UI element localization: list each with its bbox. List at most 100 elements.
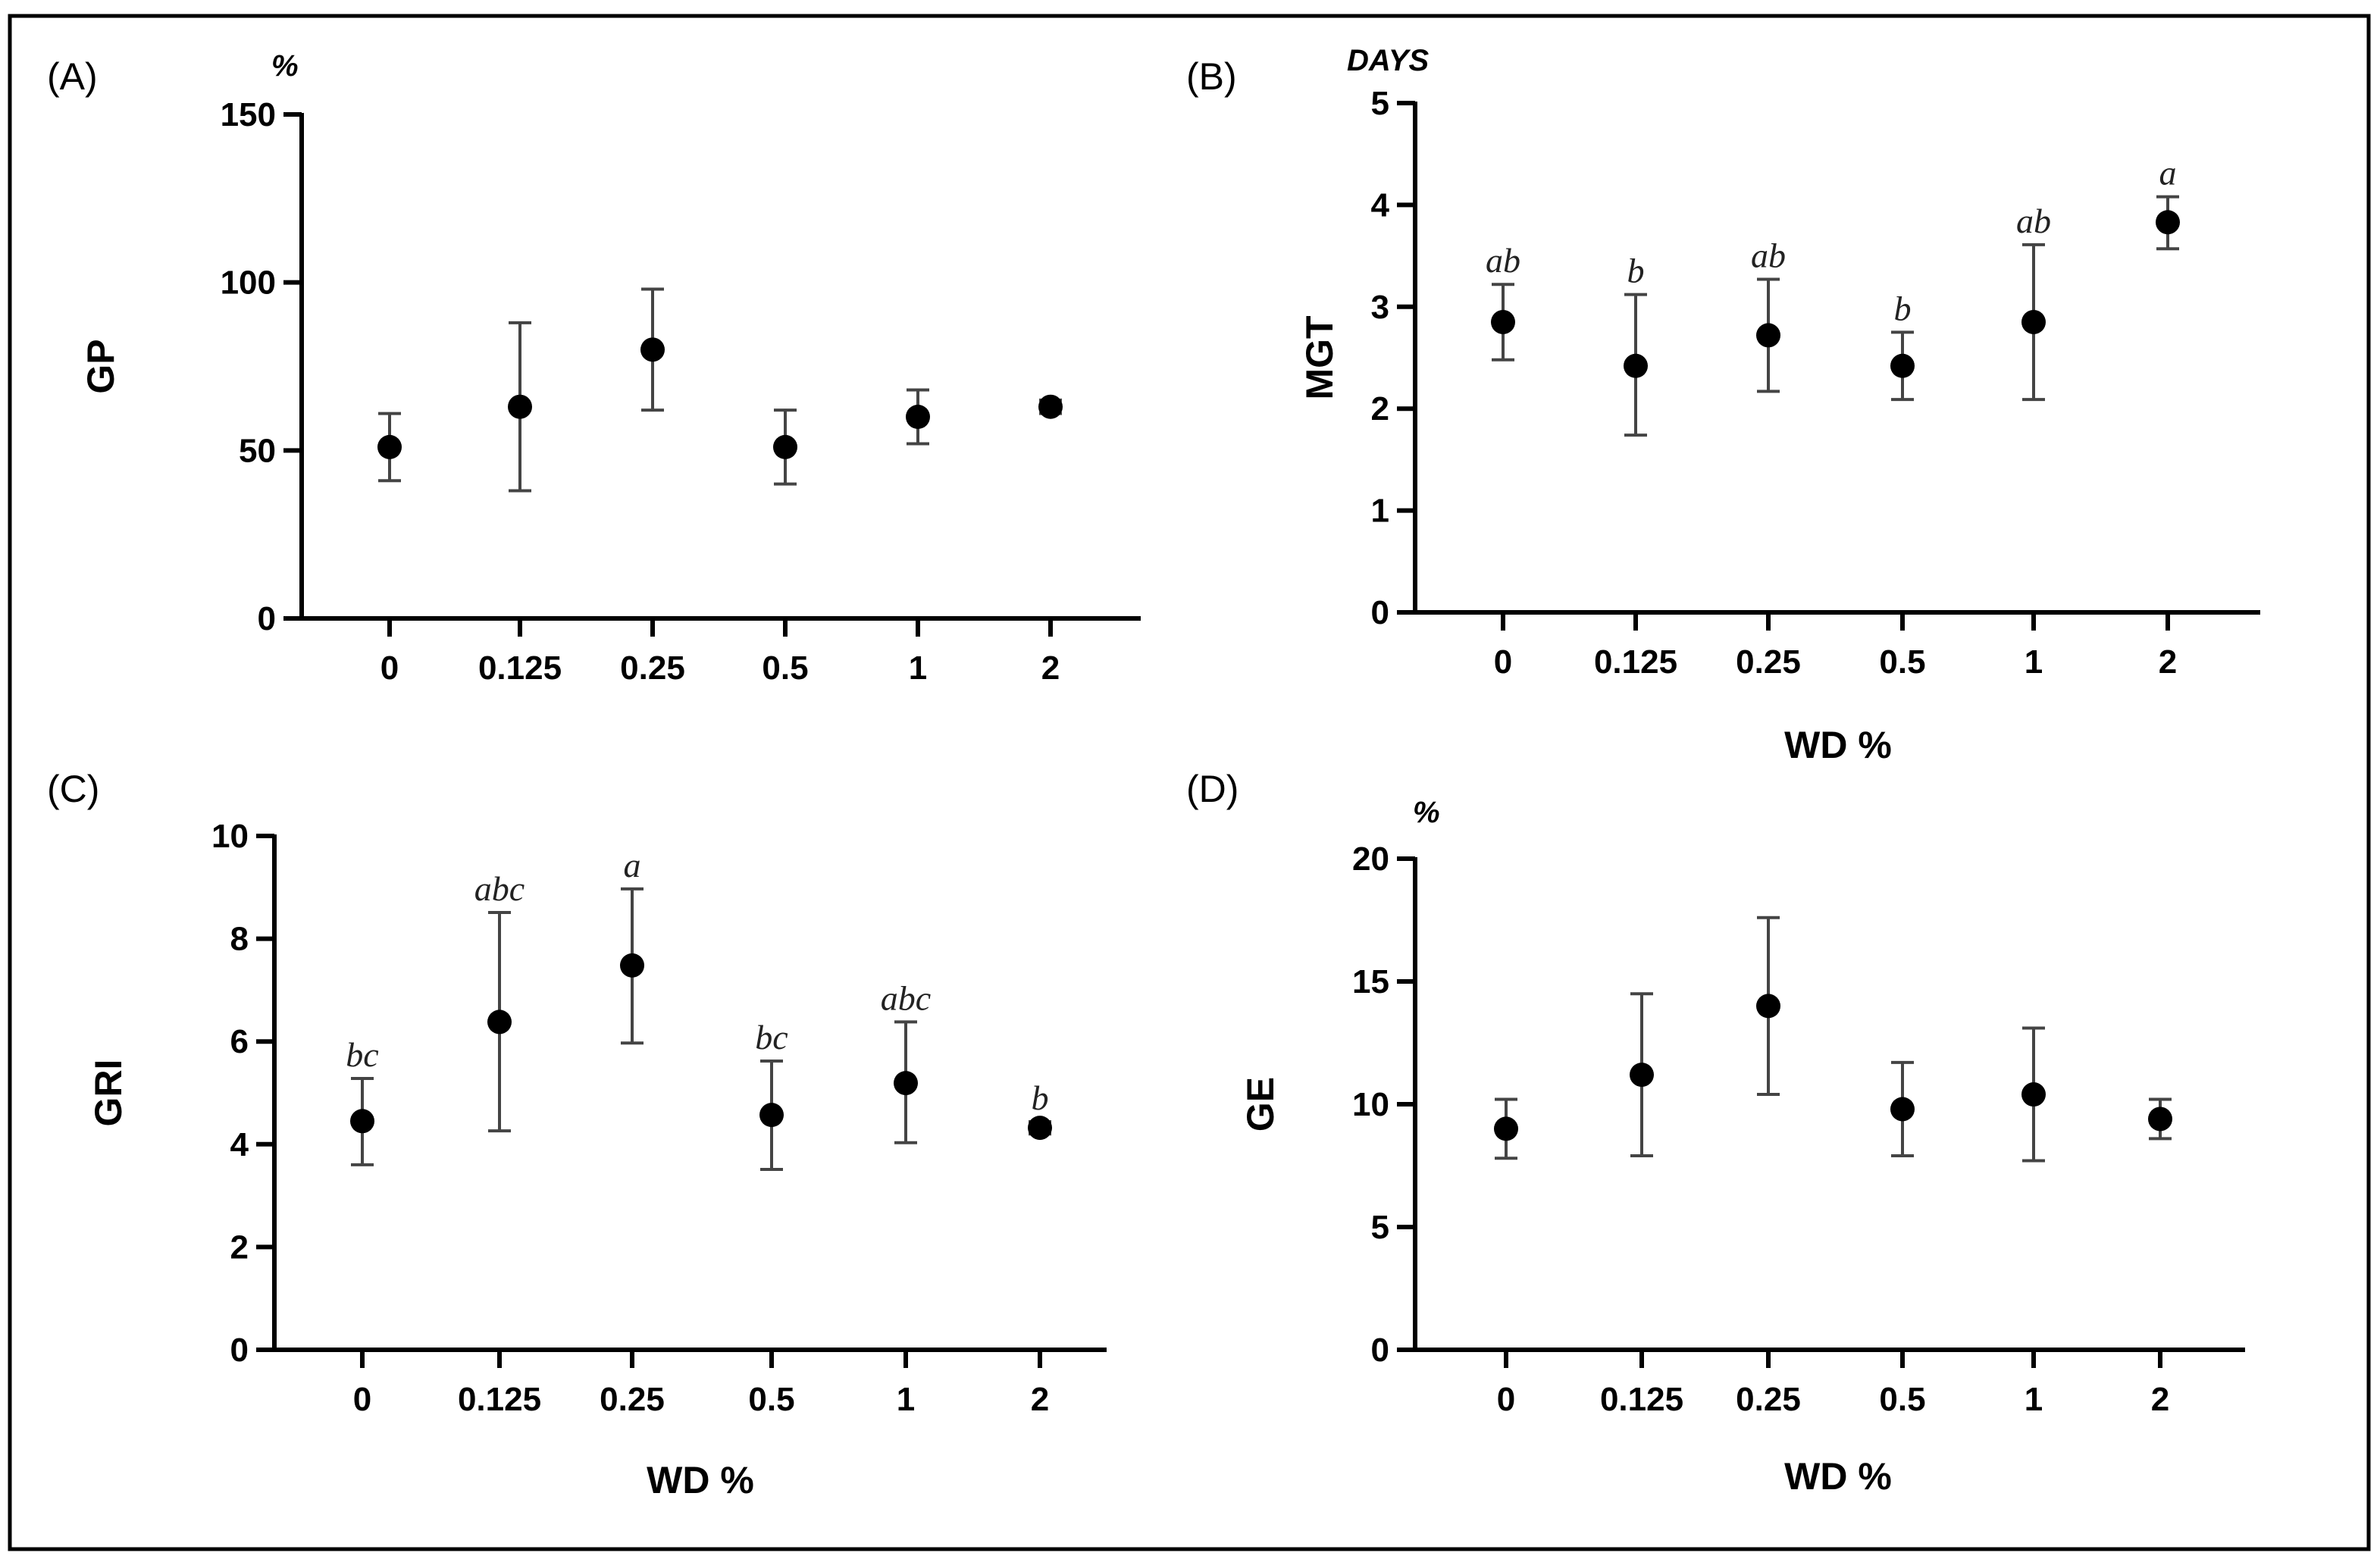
data-point — [1756, 994, 1780, 1019]
data-point — [508, 394, 532, 419]
y-tick-label: 2 — [230, 1229, 249, 1266]
y-tick-label: 150 — [221, 96, 276, 133]
data-point — [487, 1010, 512, 1035]
x-tick-label: 0 — [1494, 643, 1512, 681]
x-tick-label: 0.5 — [748, 1381, 794, 1418]
x-tick-label: 0 — [1497, 1381, 1515, 1418]
x-tick-label: 2 — [2159, 643, 2177, 681]
x-tick-label: 0.5 — [762, 650, 808, 687]
data-point — [377, 434, 402, 459]
data-point — [2156, 210, 2180, 235]
panel-a: (A) % 0 50 100 150 0 0.125 0.25 0.5 1 2 GP — [47, 49, 1141, 687]
y-tick-label: 100 — [221, 265, 276, 302]
y-tick-label: 5 — [1371, 85, 1389, 122]
unit-label: DAYS — [1347, 44, 1429, 77]
data-point — [2021, 1082, 2046, 1107]
x-tick-label: 0 — [353, 1381, 371, 1418]
data-point — [1890, 353, 1915, 378]
y-tick-label: 0 — [1371, 594, 1389, 631]
significance-label: b — [1032, 1078, 1049, 1117]
x-tick-label: 0.25 — [620, 650, 685, 687]
significance-label: ab — [2016, 202, 2051, 240]
figure-border — [8, 14, 2371, 1551]
x-tick-label: 0.125 — [458, 1381, 541, 1418]
data-point — [894, 1071, 918, 1096]
significance-label: bc — [346, 1035, 378, 1074]
y-tick-label: 0 — [230, 1332, 249, 1369]
data-point — [906, 405, 930, 429]
y-tick-label: 3 — [1371, 289, 1389, 326]
data-point — [1038, 394, 1063, 419]
data-point — [620, 953, 644, 978]
x-tick-label: 0.125 — [1594, 643, 1677, 681]
data-point — [1491, 309, 1515, 334]
y-tick-label: 15 — [1352, 963, 1389, 1000]
data-point — [1630, 1063, 1654, 1088]
significance-label: abc — [474, 869, 525, 908]
y-tick-label: 20 — [1352, 840, 1389, 878]
x-tick-label: 1 — [2025, 1381, 2043, 1418]
data-point — [773, 434, 797, 459]
significance-label: ab — [1751, 236, 1786, 275]
y-tick-label: 1 — [1371, 493, 1389, 530]
x-tick-label: 2 — [2151, 1381, 2169, 1418]
x-tick-label: 1 — [897, 1381, 915, 1418]
data-point — [2148, 1107, 2172, 1132]
y-tick-label: 5 — [1371, 1209, 1389, 1246]
data-point — [1756, 323, 1780, 348]
y-tick-label: 4 — [230, 1126, 249, 1163]
significance-label: bc — [755, 1018, 788, 1056]
panel-label: (A) — [47, 55, 98, 98]
x-tick-label: 0.25 — [600, 1381, 665, 1418]
y-tick-label: 10 — [211, 818, 249, 855]
y-tick-label: 0 — [1371, 1332, 1389, 1369]
y-axis-title: MGT — [1298, 315, 1341, 399]
data-point — [1494, 1116, 1518, 1141]
data-point — [1890, 1097, 1915, 1122]
x-axis-title: WD % — [1784, 724, 1892, 766]
data-point — [350, 1109, 374, 1134]
y-tick-label: 50 — [239, 432, 276, 469]
y-tick-label: 6 — [230, 1023, 249, 1060]
y-tick-label: 10 — [1352, 1086, 1389, 1123]
data-point — [2021, 309, 2046, 334]
x-tick-label: 0 — [380, 650, 399, 687]
x-tick-label: 0.5 — [1879, 643, 1925, 681]
y-axis-title: GP — [80, 339, 122, 393]
y-tick-label: 2 — [1371, 390, 1389, 427]
x-tick-label: 2 — [1031, 1381, 1049, 1418]
panel-label: (B) — [1186, 55, 1237, 98]
data-point — [1624, 353, 1648, 378]
significance-label: ab — [1486, 241, 1520, 280]
significance-label: b — [1627, 252, 1645, 290]
panel-d: (D)% 0 5 10 15 20 0 0.125 0.25 0.5 1 2 GE WD % — [1186, 768, 2245, 1498]
unit-label: % — [1413, 796, 1440, 829]
y-axis-title: GE — [1239, 1077, 1282, 1132]
x-tick-label: 0.5 — [1879, 1381, 1925, 1418]
x-tick-label: 0.25 — [1736, 1381, 1801, 1418]
y-tick-label: 0 — [258, 600, 276, 637]
x-axis-title: WD % — [1784, 1455, 1892, 1498]
panel-label: (D) — [1186, 768, 1239, 810]
x-tick-label: 1 — [2025, 643, 2043, 681]
y-axis-title: GRI — [87, 1060, 130, 1127]
significance-label: a — [2159, 154, 2177, 193]
x-axis-title: WD % — [647, 1459, 754, 1501]
significance-label: b — [1894, 289, 1912, 327]
unit-label: % — [271, 49, 299, 83]
significance-label: abc — [881, 978, 931, 1017]
x-tick-label: 0.125 — [1600, 1381, 1683, 1418]
x-tick-label: 0.25 — [1736, 643, 1801, 681]
x-tick-label: 0.125 — [478, 650, 562, 687]
panel-label: (C) — [47, 768, 99, 810]
y-tick-label: 4 — [1371, 186, 1390, 224]
significance-label: a — [624, 846, 641, 884]
data-point — [640, 337, 665, 362]
data-point — [1028, 1116, 1052, 1141]
y-tick-label: 8 — [230, 921, 249, 958]
data-point — [759, 1103, 784, 1128]
x-tick-label: 2 — [1041, 650, 1060, 687]
